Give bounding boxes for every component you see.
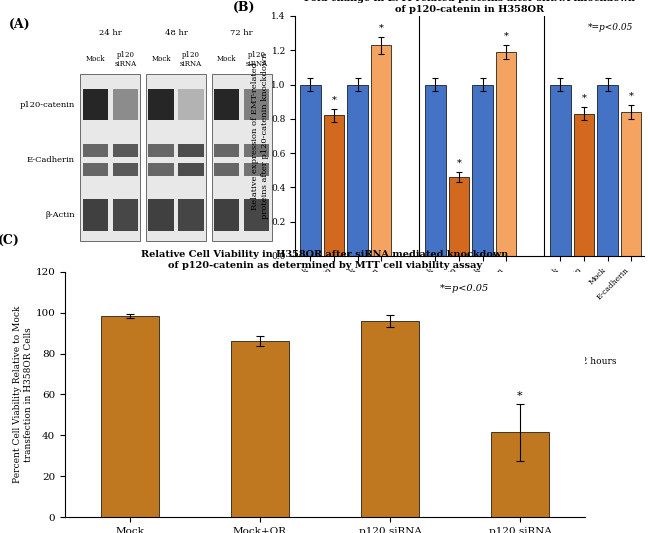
Text: Mock: Mock	[217, 55, 237, 63]
Text: 72 hr: 72 hr	[230, 29, 253, 37]
Bar	[300, 85, 320, 256]
Text: (A): (A)	[9, 19, 31, 31]
Bar	[491, 432, 549, 517]
FancyBboxPatch shape	[146, 74, 206, 241]
Text: (B): (B)	[233, 1, 255, 13]
Text: p120
siRNA: p120 siRNA	[114, 51, 136, 68]
FancyBboxPatch shape	[148, 144, 174, 157]
Text: *=p<0.05: *=p<0.05	[588, 23, 633, 32]
FancyBboxPatch shape	[112, 144, 138, 157]
Text: 48 hours: 48 hours	[450, 357, 491, 366]
FancyBboxPatch shape	[148, 163, 174, 176]
Title: Fold change in EMT-related proteins after siRNA knockdown
of p120-catenin in H35: Fold change in EMT-related proteins afte…	[304, 0, 635, 14]
Text: *: *	[517, 391, 523, 401]
FancyBboxPatch shape	[214, 89, 239, 120]
FancyBboxPatch shape	[244, 89, 270, 120]
Text: (C): (C)	[0, 235, 20, 247]
FancyBboxPatch shape	[83, 199, 108, 231]
FancyBboxPatch shape	[83, 89, 108, 120]
Text: Mock: Mock	[151, 55, 171, 63]
Bar	[425, 85, 446, 256]
FancyBboxPatch shape	[112, 199, 138, 231]
Text: *: *	[629, 92, 634, 101]
FancyBboxPatch shape	[112, 163, 138, 176]
FancyBboxPatch shape	[148, 89, 174, 120]
FancyBboxPatch shape	[178, 163, 204, 176]
Text: *: *	[582, 93, 586, 102]
FancyBboxPatch shape	[83, 144, 108, 157]
Text: 24 hours: 24 hours	[326, 357, 366, 366]
Title: Relative Cell Viability in H358OR after siRNA mediated knockdown
of p120-catenin: Relative Cell Viability in H358OR after …	[142, 251, 508, 270]
FancyBboxPatch shape	[244, 199, 270, 231]
Bar	[621, 112, 642, 256]
FancyBboxPatch shape	[214, 199, 239, 231]
Bar	[597, 85, 618, 256]
FancyBboxPatch shape	[214, 144, 239, 157]
Text: *: *	[332, 95, 337, 104]
Text: *=p<0.05: *=p<0.05	[439, 284, 489, 293]
FancyBboxPatch shape	[178, 199, 204, 231]
Text: *: *	[504, 32, 508, 41]
Y-axis label: Relative expression of EMT-related
proteins after p120-catenin knockdown: Relative expression of EMT-related prote…	[252, 53, 268, 219]
Text: Mock: Mock	[86, 55, 105, 63]
Bar	[231, 341, 289, 517]
Text: β-Actin: β-Actin	[46, 211, 75, 219]
FancyBboxPatch shape	[214, 163, 239, 176]
Text: p120
siRNA: p120 siRNA	[246, 51, 268, 68]
Bar	[550, 85, 571, 256]
Text: E-Cadherin: E-Cadherin	[27, 156, 75, 164]
Bar	[574, 114, 594, 256]
FancyBboxPatch shape	[83, 163, 108, 176]
FancyBboxPatch shape	[112, 89, 138, 120]
Bar	[347, 85, 368, 256]
FancyBboxPatch shape	[81, 74, 140, 241]
Text: *: *	[379, 23, 384, 33]
Bar	[324, 115, 344, 256]
FancyBboxPatch shape	[244, 144, 270, 157]
Text: 48 hr: 48 hr	[164, 29, 187, 37]
FancyBboxPatch shape	[244, 163, 270, 176]
Text: 24 hr: 24 hr	[99, 29, 122, 37]
Bar	[473, 85, 493, 256]
FancyBboxPatch shape	[148, 199, 174, 231]
Text: p120-catenin: p120-catenin	[20, 101, 75, 109]
Bar	[371, 45, 391, 256]
FancyBboxPatch shape	[212, 74, 272, 241]
Text: p120
siRNA: p120 siRNA	[180, 51, 202, 68]
Bar	[448, 177, 469, 256]
FancyBboxPatch shape	[178, 144, 204, 157]
Bar	[101, 316, 159, 517]
Y-axis label: Percent Cell Viability Relative to Mock
transfection in H358OR Cells: Percent Cell Viability Relative to Mock …	[13, 306, 32, 483]
Bar	[496, 52, 517, 256]
Text: *: *	[456, 159, 461, 167]
FancyBboxPatch shape	[178, 89, 204, 120]
Bar	[361, 321, 419, 517]
Text: 72 hours: 72 hours	[575, 357, 616, 366]
